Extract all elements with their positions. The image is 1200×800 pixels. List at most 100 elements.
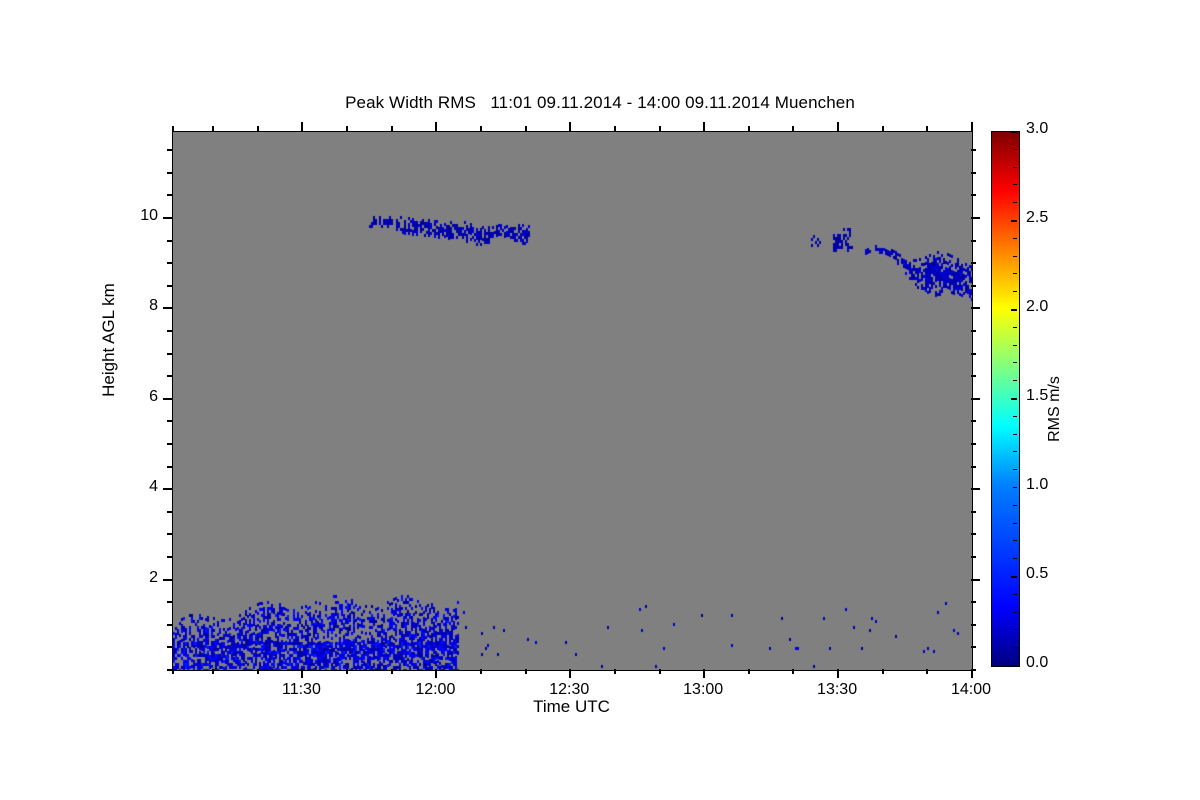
x-tick-major [971, 669, 973, 678]
colorbar-tick-minor [1013, 149, 1017, 150]
colorbar-tick-label: 1.0 [1026, 476, 1049, 493]
x-tick-major-top [569, 122, 571, 131]
y-tick-major-right [971, 217, 980, 219]
y-tick-label: 6 [149, 387, 158, 405]
y-tick-minor [167, 285, 172, 287]
y-tick-minor [167, 556, 172, 558]
colorbar-tick-minor [1013, 558, 1017, 559]
y-tick-major-right [971, 488, 980, 490]
colorbar-tick-minor [1013, 327, 1017, 328]
x-tick-minor-top [659, 126, 661, 131]
x-tick-major [569, 669, 571, 678]
y-tick-minor-right [971, 262, 976, 264]
x-tick-major-top [703, 122, 705, 131]
y-tick-minor-right [971, 194, 976, 196]
y-tick-minor [167, 533, 172, 535]
x-tick-minor [391, 669, 393, 674]
x-tick-minor-top [792, 126, 794, 131]
colorbar-tick-label: 2.5 [1026, 209, 1049, 226]
y-tick-major [163, 579, 172, 581]
colorbar-tick-minor [1013, 362, 1017, 363]
colorbar-tick-minor [1013, 612, 1017, 613]
x-tick-major-top [435, 122, 437, 131]
x-tick-minor-top [882, 126, 884, 131]
colorbar-tick-major [1011, 131, 1017, 133]
x-tick-major [435, 669, 437, 678]
y-tick-major [163, 398, 172, 400]
colorbar-tick-minor [1013, 540, 1017, 541]
x-tick-label: 12:30 [549, 681, 590, 698]
y-tick-minor-right [971, 556, 976, 558]
y-tick-label: 10 [140, 206, 158, 224]
x-tick-minor-top [480, 126, 482, 131]
y-tick-minor [167, 262, 172, 264]
y-tick-minor-right [971, 533, 976, 535]
x-tick-major [703, 669, 705, 678]
y-tick-minor [167, 420, 172, 422]
heatmap-canvas [173, 132, 972, 670]
colorbar-tick-minor [1013, 523, 1017, 524]
x-tick-minor [257, 669, 259, 674]
y-tick-minor [167, 669, 172, 671]
x-tick-major [837, 669, 839, 678]
colorbar-tick-label: 2.0 [1026, 298, 1049, 315]
colorbar-tick-minor [1013, 629, 1017, 630]
colorbar-tick-minor [1013, 345, 1017, 346]
colorbar-title: RMS m/s [1046, 376, 1063, 442]
y-tick-minor [167, 172, 172, 174]
x-tick-minor-top [257, 126, 259, 131]
x-tick-minor-top [391, 126, 393, 131]
y-tick-minor-right [971, 420, 976, 422]
colorbar-tick-minor [1013, 451, 1017, 452]
x-axis-title: Time UTC [533, 697, 610, 716]
colorbar-tick-label: 0.5 [1026, 565, 1049, 582]
colorbar-tick-minor [1013, 647, 1017, 648]
x-tick-label: 11:30 [282, 681, 321, 698]
colorbar-tick-minor [1013, 594, 1017, 595]
y-tick-minor [167, 330, 172, 332]
colorbar-tick-minor [1013, 291, 1017, 292]
colorbar-tick-minor [1013, 202, 1017, 203]
x-tick-major-top [837, 122, 839, 131]
colorbar-tick-label: 1.5 [1026, 387, 1049, 404]
y-tick-minor-right [971, 240, 976, 242]
y-tick-minor-right [971, 466, 976, 468]
y-tick-minor [167, 149, 172, 151]
y-tick-major [163, 217, 172, 219]
x-tick-minor [346, 669, 348, 674]
x-tick-minor [792, 669, 794, 674]
y-tick-minor [167, 194, 172, 196]
colorbar-tick-minor [1013, 380, 1017, 381]
y-tick-major-right [971, 579, 980, 581]
colorbar-tick-label: 0.0 [1026, 654, 1049, 671]
y-tick-minor-right [971, 443, 976, 445]
y-tick-minor-right [971, 511, 976, 513]
x-tick-minor [480, 669, 482, 674]
colorbar-tick-minor [1013, 273, 1017, 274]
plot-area[interactable] [172, 131, 973, 671]
y-tick-minor-right [971, 624, 976, 626]
colorbar-tick-major [1011, 665, 1017, 667]
chart-title: Peak Width RMS 11:01 09.11.2014 - 14:00 … [345, 93, 855, 112]
x-tick-minor [172, 669, 174, 674]
colorbar-tick-minor [1013, 434, 1017, 435]
x-tick-minor-top [525, 126, 527, 131]
y-tick-minor [167, 601, 172, 603]
y-tick-minor-right [971, 646, 976, 648]
x-tick-minor-top [614, 126, 616, 131]
colorbar-tick-major [1011, 220, 1017, 222]
y-tick-minor [167, 443, 172, 445]
y-tick-major [163, 307, 172, 309]
x-tick-label: 13:00 [683, 681, 724, 698]
colorbar-tick-label: 3.0 [1026, 120, 1049, 137]
y-tick-major-right [971, 398, 980, 400]
x-tick-minor-top [212, 126, 214, 131]
colorbar-tick-minor [1013, 167, 1017, 168]
x-tick-major-top [971, 122, 973, 131]
y-tick-minor-right [971, 375, 976, 377]
y-tick-minor-right [971, 172, 976, 174]
x-tick-minor-top [926, 126, 928, 131]
colorbar-tick-minor [1013, 487, 1017, 488]
y-tick-minor-right [971, 601, 976, 603]
